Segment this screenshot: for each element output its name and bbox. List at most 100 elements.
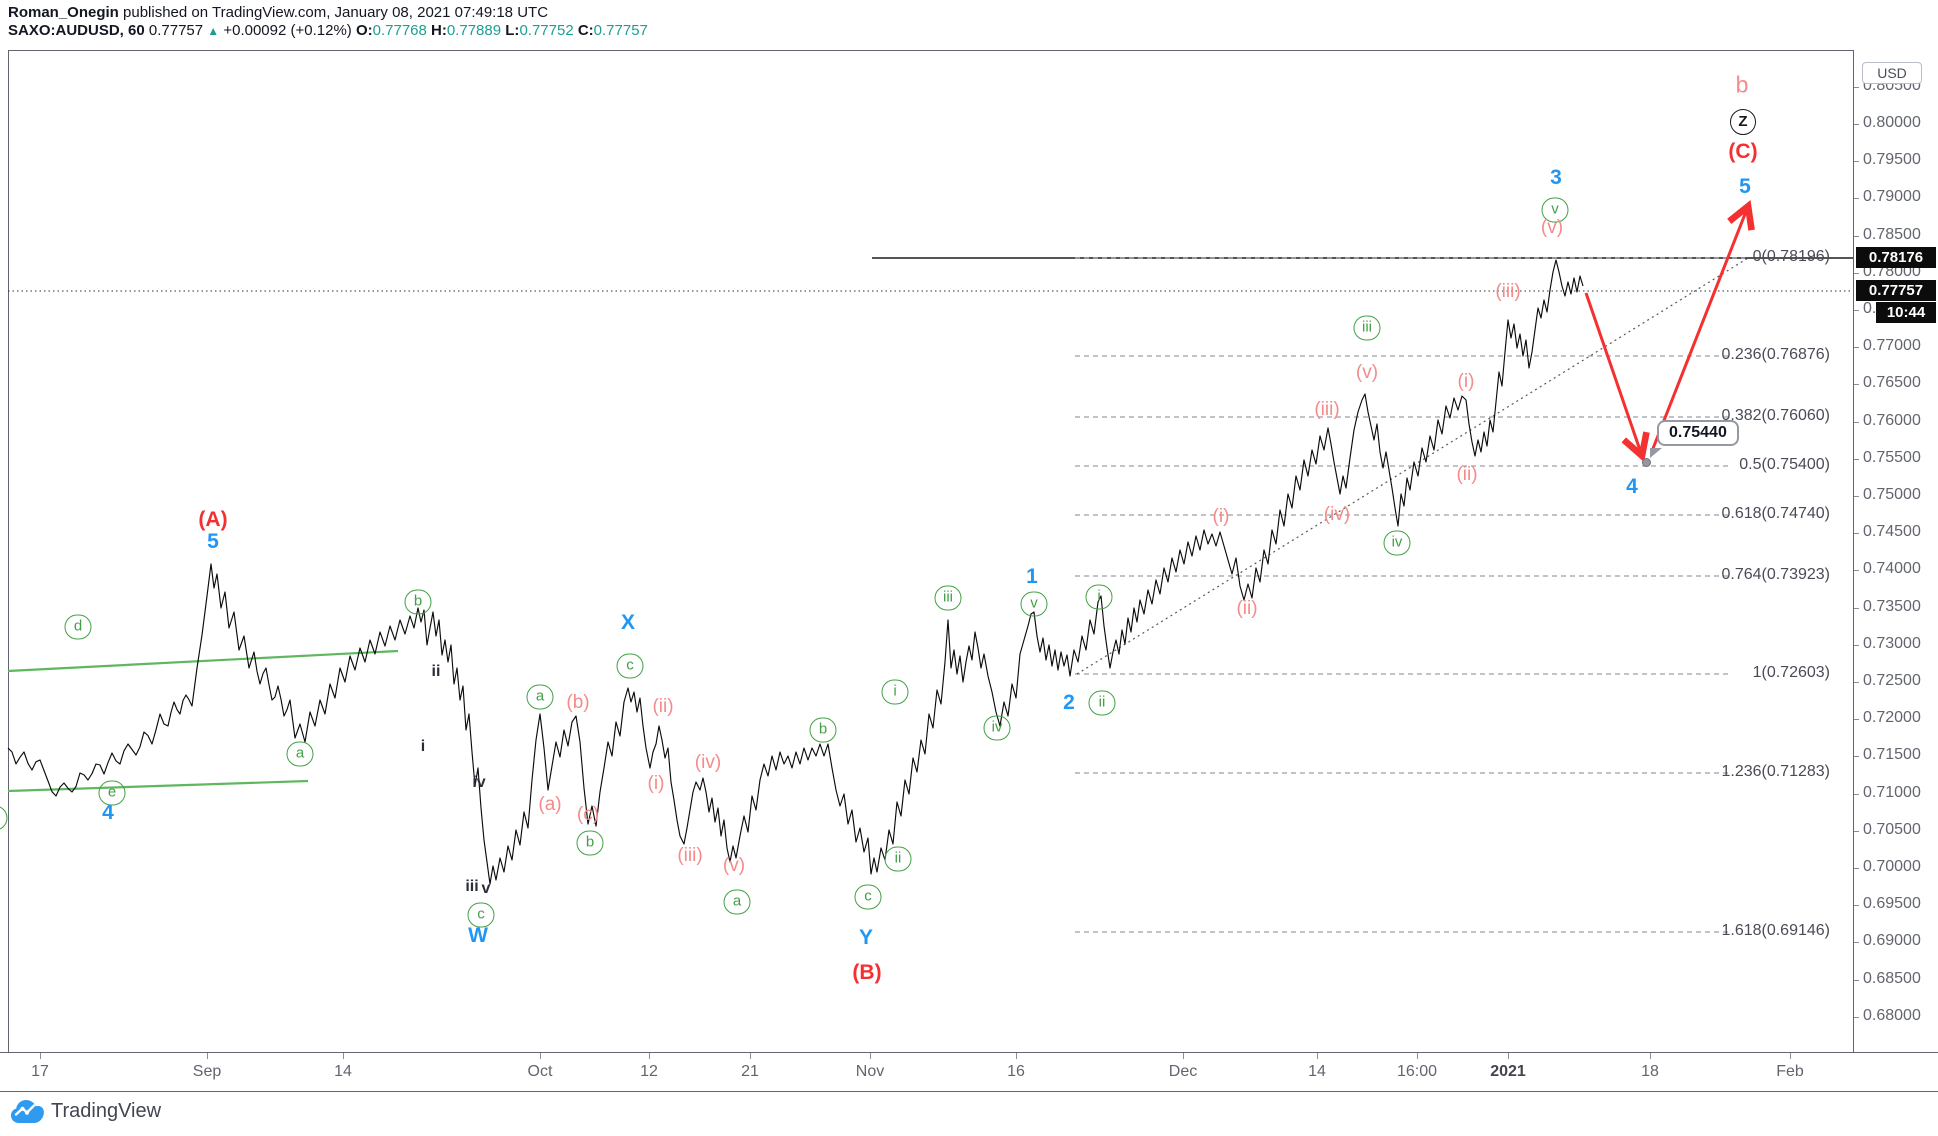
wave-label-blue-1[interactable]: 1 — [1026, 565, 1038, 588]
open-value: 0.77768 — [372, 22, 427, 39]
wave-label-blue-4[interactable]: 4 — [102, 801, 114, 824]
wave-label-pink-iii[interactable]: (iii) — [677, 845, 703, 866]
time-label-2021[interactable]: 2021 — [1490, 1063, 1526, 1080]
wave-label-blue-W[interactable]: W — [468, 924, 488, 947]
time-scale[interactable]: 17 Sep 14 Oct 12 21 Nov 16 Dec 14 16:00 2021 18 Feb — [0, 1052, 1938, 1092]
time-label-14[interactable]: 14 — [1308, 1063, 1326, 1080]
wave-label-red-B[interactable]: (B) — [852, 961, 882, 984]
wave-label-pink-b[interactable]: (b) — [566, 692, 590, 713]
time-label-Dec[interactable]: Dec — [1168, 1063, 1198, 1080]
fib-level-label[interactable]: 1.236(0.71283) — [1721, 763, 1830, 780]
wave-label-circled-Z[interactable]: Z — [1730, 109, 1756, 135]
wave-label-blue-Y[interactable]: Y — [858, 926, 874, 949]
currency-toggle-button[interactable]: USD — [1862, 62, 1922, 84]
wave-label-blue-5[interactable]: 5 — [207, 530, 219, 553]
wave-label-blue-5[interactable]: 5 — [1739, 175, 1751, 198]
wave-label-black-i[interactable]: i — [420, 738, 426, 755]
wave-label-blue-X[interactable]: X — [620, 611, 636, 634]
wave-label-blue-3[interactable]: 3 — [1550, 166, 1562, 189]
wave-label-pink-i[interactable]: (i) — [1457, 371, 1475, 392]
wave-label-pink-iv[interactable]: (iv) — [694, 752, 722, 773]
time-tick-mark — [207, 1053, 208, 1059]
wave-label-circled-iii[interactable]: iii — [1353, 315, 1381, 341]
wave-label-black-ii[interactable]: ii — [431, 663, 441, 680]
wave-label-circled-e[interactable]: e — [98, 780, 126, 806]
wave-label-pink-ii[interactable]: (ii) — [1236, 598, 1258, 619]
wave-label-circled-b[interactable]: b — [576, 830, 604, 856]
wave-label-circled-v[interactable]: v — [1541, 197, 1569, 223]
wave-label-circled-d[interactable]: d — [64, 614, 92, 640]
wave-label-black-iv[interactable]: iv — [472, 774, 486, 791]
projection-arrows[interactable] — [1584, 200, 1755, 463]
time-label-17[interactable]: 17 — [31, 1063, 49, 1080]
time-label-12[interactable]: 12 — [640, 1063, 658, 1080]
wave-label-red-C[interactable]: (C) — [1728, 140, 1758, 163]
fib-level-label[interactable]: 1.618(0.69146) — [1721, 922, 1830, 939]
time-label-21[interactable]: 21 — [741, 1063, 759, 1080]
wave-label-circled-ii[interactable]: ii — [1088, 690, 1116, 716]
fib-level-label[interactable]: 0.5(0.75400) — [1739, 456, 1830, 473]
wave-label-circled-c[interactable]: c — [467, 902, 495, 928]
time-label-14[interactable]: 14 — [334, 1063, 352, 1080]
wave-label-circled-iv[interactable]: iv — [1383, 530, 1411, 556]
price-scale[interactable]: 0.80500 0.80000 0.79500 0.79000 0.78500 0.780… — [1853, 50, 1938, 1052]
time-label-Sep[interactable]: Sep — [192, 1063, 222, 1080]
wave-label-circled-iv[interactable]: iv — [983, 715, 1011, 741]
time-label-Nov[interactable]: Nov — [855, 1063, 885, 1080]
fib-level-label[interactable]: 0.764(0.73923) — [1721, 566, 1830, 583]
wave-label-pink-iii[interactable]: (iii) — [1495, 281, 1521, 302]
price-tick-mark — [1854, 198, 1859, 199]
wave-label-pink-v[interactable]: (v) — [1540, 217, 1564, 238]
fib-level-label[interactable]: 0.236(0.76876) — [1721, 346, 1830, 363]
wave-label-blue-2[interactable]: 2 — [1063, 691, 1075, 714]
wave-label-pink-v[interactable]: (v) — [1355, 362, 1379, 383]
wave-label-pink-a[interactable]: (a) — [538, 794, 562, 815]
wave-label-red-A[interactable]: (A) — [198, 508, 228, 531]
fib-level-label[interactable]: 0.382(0.76060) — [1721, 407, 1830, 424]
wave-label-circled-a[interactable]: a — [286, 741, 314, 767]
price-tick-mark — [1854, 124, 1859, 125]
wave-label-black-iii[interactable]: iii — [465, 878, 479, 895]
projection-anchor-dot[interactable] — [1642, 458, 1651, 467]
time-label-Feb[interactable]: Feb — [1776, 1063, 1804, 1080]
time-label-16[interactable]: 16 — [1007, 1063, 1025, 1080]
low-label: L: — [505, 22, 520, 39]
time-label-16:00[interactable]: 16:00 — [1396, 1063, 1438, 1080]
wave-label-circled-c[interactable]: c — [616, 653, 644, 679]
time-label-18[interactable]: 18 — [1641, 1063, 1659, 1080]
wave-label-circled-i[interactable]: i — [1085, 584, 1113, 610]
price-tick-label: 0.70500 — [1863, 821, 1921, 838]
wave-label-pink-i[interactable]: (i) — [1212, 506, 1230, 527]
wave-label-circled-b[interactable]: b — [404, 589, 432, 615]
fib-level-label[interactable]: 0(0.78196) — [1752, 248, 1830, 265]
wave-label-pink-c[interactable]: (c) — [576, 804, 600, 825]
wave-label-circled-c[interactable]: c — [854, 884, 882, 910]
price-tick-label: 0.76500 — [1863, 374, 1921, 391]
fib-retracement-lines[interactable] — [1075, 355, 1728, 933]
time-label-Oct[interactable]: Oct — [527, 1063, 553, 1080]
tradingview-logo[interactable]: TradingView — [10, 1096, 161, 1126]
wave-label-pink-v[interactable]: (v) — [722, 855, 746, 876]
wave-label-pink-ii[interactable]: (ii) — [652, 696, 674, 717]
publish-byline: Roman_Onegin published on TradingView.co… — [8, 4, 548, 21]
close-value: 0.77757 — [593, 22, 648, 39]
wave-label-circled-v[interactable]: v — [1020, 591, 1048, 617]
fib-level-label[interactable]: 1(0.72603) — [1752, 664, 1830, 681]
price-tick-label: 0.72000 — [1863, 709, 1921, 726]
wave-label-circled-i[interactable]: i — [881, 679, 909, 705]
wave-label-circled-a[interactable]: a — [723, 889, 751, 915]
wave-label-circled-a[interactable]: a — [526, 684, 554, 710]
wave-label-pink-ii[interactable]: (ii) — [1456, 464, 1478, 485]
analysis-lines[interactable] — [7, 257, 1853, 793]
wave-label-pink-iii[interactable]: (iii) — [1314, 399, 1340, 420]
wave-label-blue-4[interactable]: 4 — [1626, 475, 1638, 498]
fib-level-label[interactable]: 0.618(0.74740) — [1721, 505, 1830, 522]
wave-label-pink-b[interactable]: b — [1735, 71, 1749, 98]
wave-label-circled-iii[interactable]: iii — [934, 585, 962, 611]
wave-label-circled-b[interactable]: b — [809, 717, 837, 743]
wave-label-pink-iv[interactable]: (iv) — [1323, 504, 1351, 525]
wave-label-black-v[interactable]: v — [481, 880, 491, 897]
wave-label-circled-ii[interactable]: ii — [884, 846, 912, 872]
wave-label-pink-i[interactable]: (i) — [647, 773, 665, 794]
